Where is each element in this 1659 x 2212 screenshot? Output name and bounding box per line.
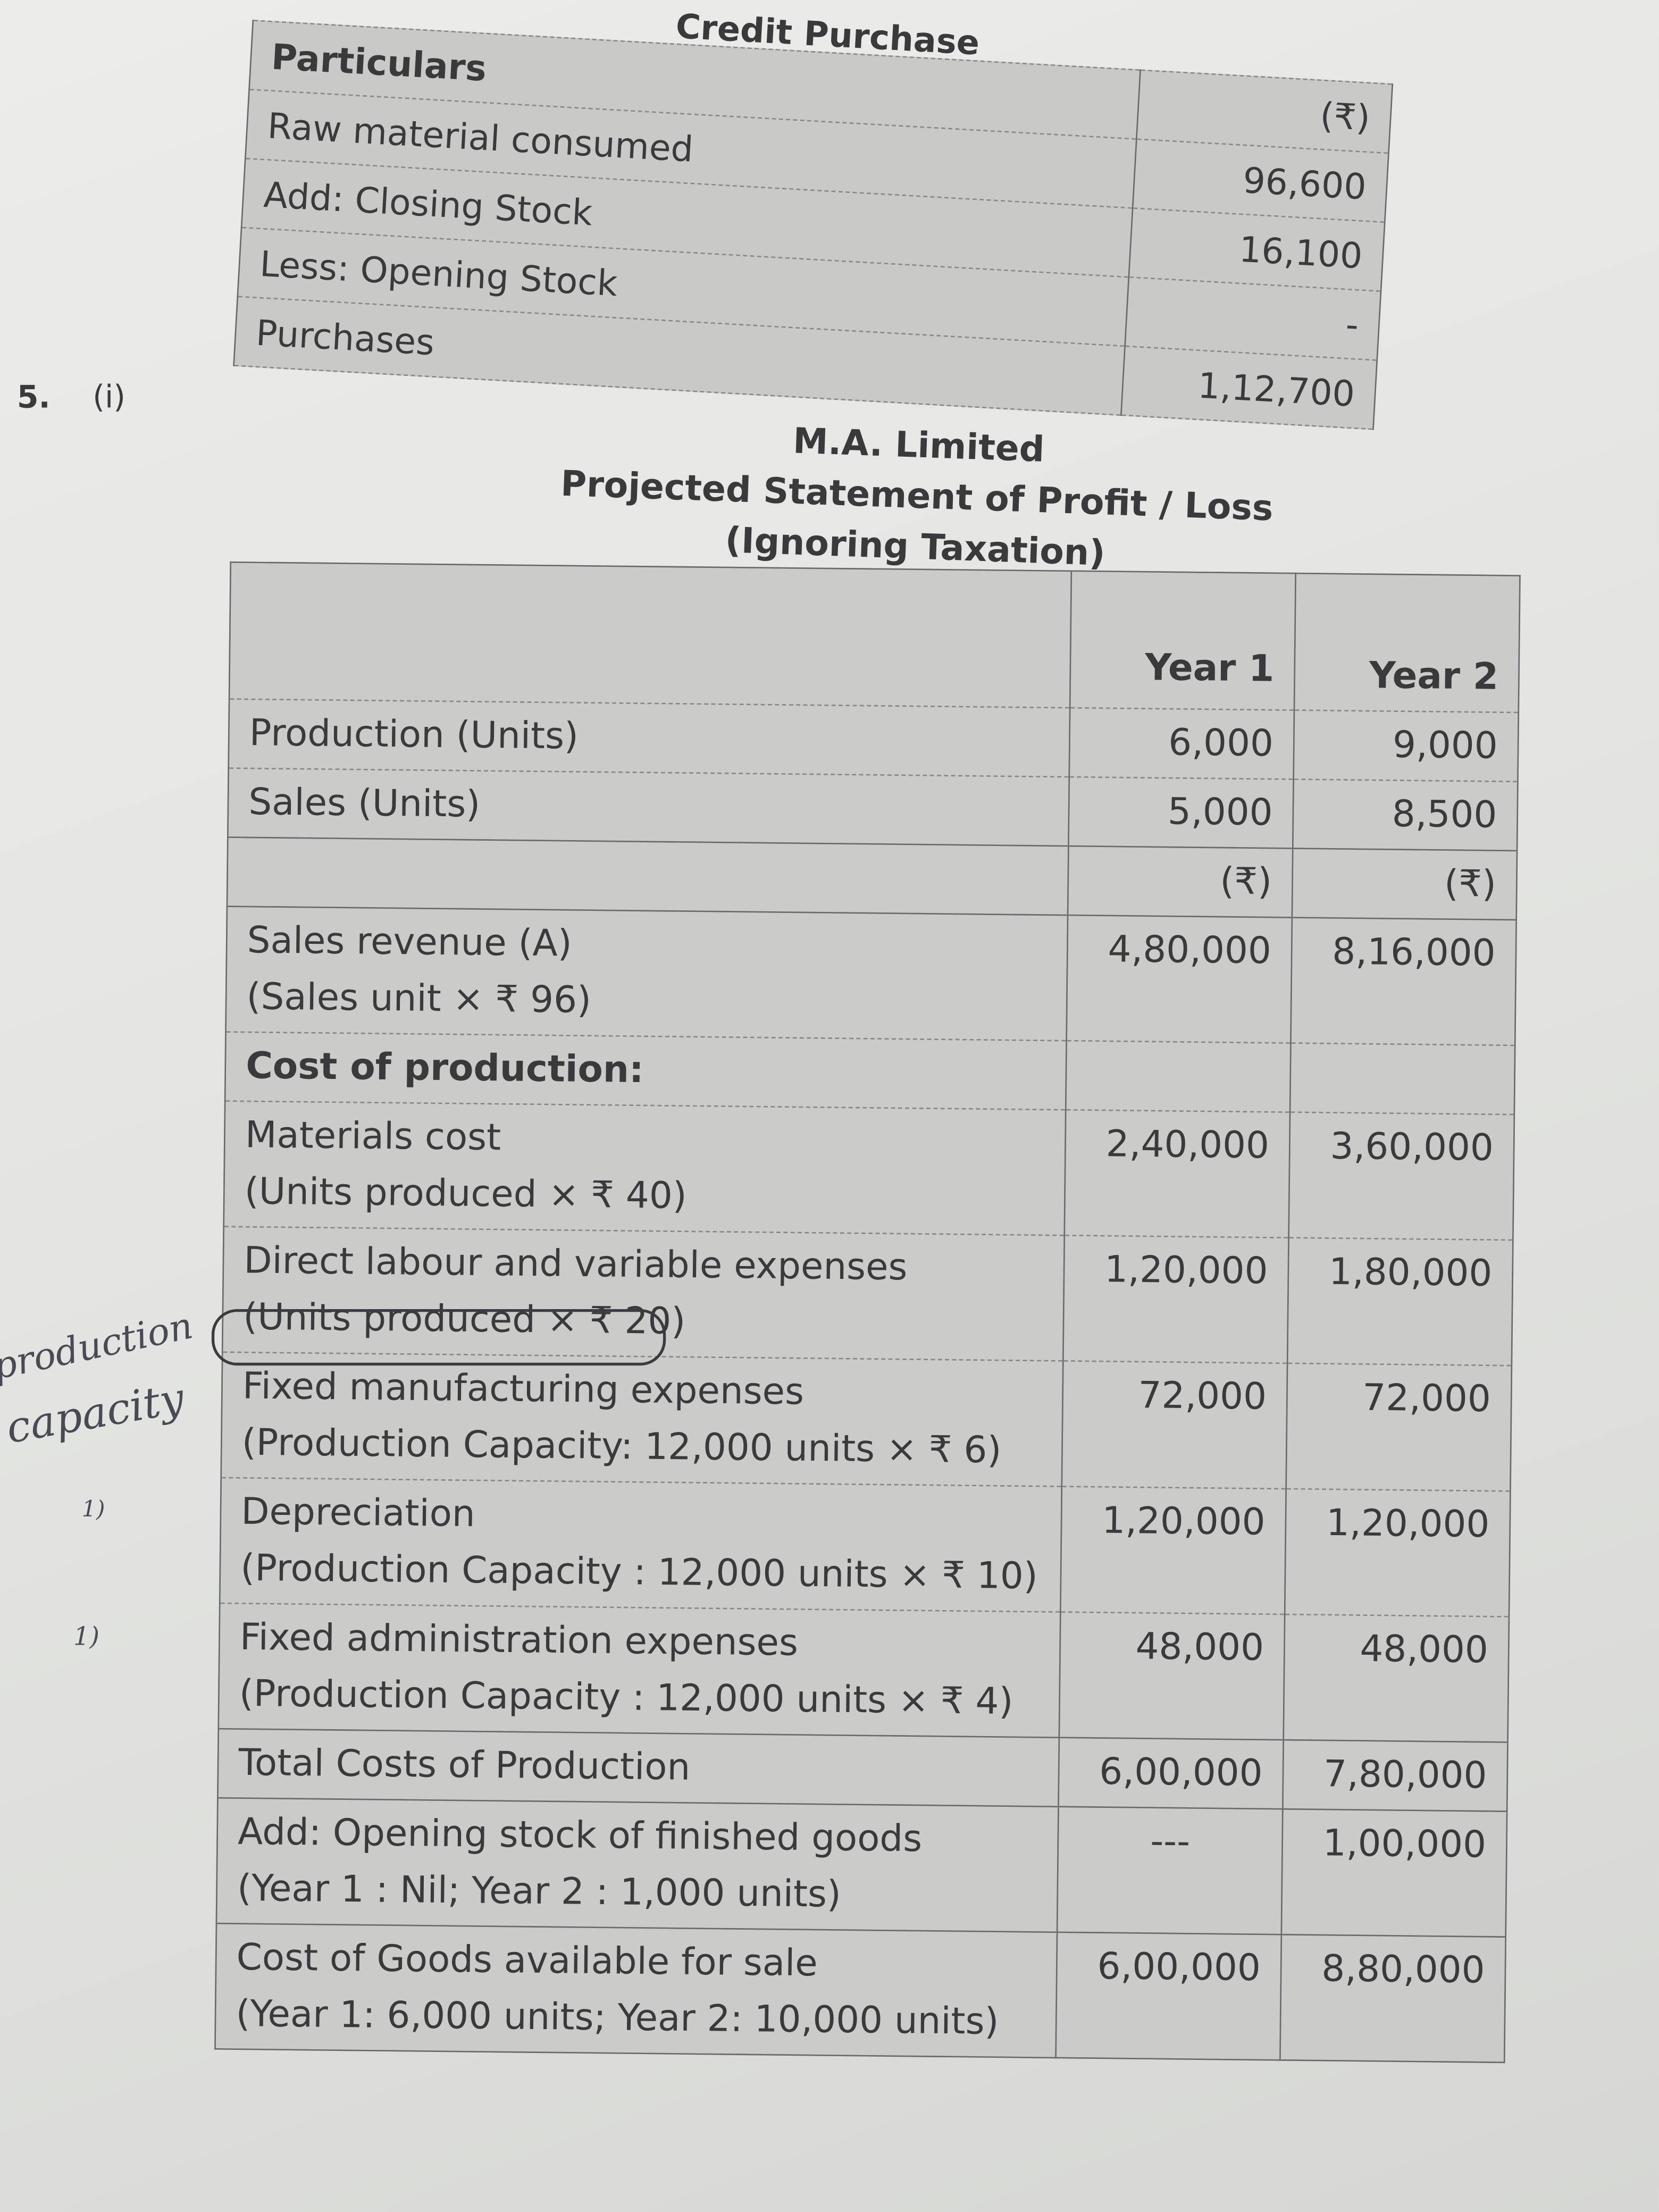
table-row: Fixed manufacturing expenses (Production … (221, 1352, 1512, 1492)
row-label-text: Materials cost (245, 1115, 501, 1160)
header-blank (229, 562, 1071, 708)
row-label-text: Depreciation (241, 1491, 476, 1536)
row-label-text: Fixed manufacturing expenses (242, 1365, 805, 1414)
row-label: Cost of Goods available for sale (Year 1:… (215, 1923, 1058, 2058)
row-label-text: Sales revenue (A) (247, 920, 573, 966)
value-year-2: 1,20,000 (1285, 1488, 1511, 1617)
table-row: Cost of Goods available for sale (Year 1:… (215, 1923, 1506, 2063)
value-year-2: 72,000 (1286, 1363, 1512, 1492)
value-year-2: 1,00,000 (1281, 1809, 1507, 1937)
header-year-2: Year 2 (1294, 573, 1520, 713)
table-row: Total Costs of Production 6,00,000 7,80,00… (217, 1729, 1508, 1812)
value-year-2: 8,80,000 (1280, 1934, 1506, 2063)
row-value: 1,12,700 (1121, 346, 1377, 430)
value-year-2: 9,000 (1293, 710, 1519, 782)
value-year-1: --- (1057, 1806, 1283, 1935)
credit-purchase-section: Credit Purchase Particulars (₹) Raw mate… (233, 0, 1395, 430)
row-label: Fixed administration expenses (Production… (218, 1603, 1061, 1738)
table-row: Fixed administration expenses (Production… (218, 1603, 1509, 1742)
value-year-1 (1066, 1041, 1291, 1112)
value-year-1: 1,20,000 (1063, 1235, 1289, 1363)
value-year-1: 5,000 (1068, 777, 1294, 849)
row-label (227, 837, 1069, 916)
handwritten-note: capacity (3, 1374, 188, 1454)
value-year-2: 8,16,000 (1291, 917, 1516, 1046)
row-label-text: Cost of production: (245, 1045, 644, 1092)
value-year-2: 48,000 (1283, 1614, 1509, 1742)
row-label-text: Direct labour and variable expenses (244, 1240, 908, 1289)
row-label-text: Cost of Goods available for sale (236, 1937, 818, 1985)
row-label: Production (Units) (228, 699, 1070, 777)
row-label: Fixed manufacturing expenses (Production … (221, 1352, 1063, 1487)
row-sublabel: (Production Capacity: 12,000 units × ₹ 6… (241, 1422, 1002, 1473)
row-label: Sales (Units) (228, 768, 1069, 847)
table-header: Year 1 Year 2 (229, 562, 1520, 713)
row-sublabel: (Year 1 : Nil; Year 2 : 1,000 units) (237, 1867, 842, 1917)
table-row: (₹) (₹) (227, 837, 1518, 920)
row-label: Total Costs of Production (217, 1729, 1059, 1807)
table-row: Sales revenue (A) (Sales unit × ₹ 96) 4,80… (225, 906, 1516, 1046)
row-sublabel: (Production Capacity : 12,000 units × ₹ … (240, 1547, 1038, 1598)
value-year-1: 72,000 (1061, 1361, 1288, 1489)
row-label: Cost of production: (225, 1032, 1067, 1110)
statement-heading: M.A. Limited Projected Statement of Prof… (520, 407, 1314, 586)
table-row: Depreciation (Production Capacity : 12,00… (220, 1477, 1511, 1617)
value-year-1: 2,40,000 (1064, 1110, 1291, 1238)
value-year-1: 6,000 (1069, 708, 1294, 780)
question-part: (i) (93, 381, 125, 416)
value-year-1: 48,000 (1059, 1612, 1285, 1740)
row-label-text: Total Costs of Production (238, 1742, 691, 1790)
question-num: 5. (16, 381, 51, 416)
table-row: Cost of production: (225, 1032, 1515, 1115)
table-row: Add: Opening stock of finished goods (Yea… (216, 1798, 1507, 1937)
row-label-text: Production (Units) (249, 713, 579, 759)
value-year-2 (1290, 1043, 1515, 1115)
handwritten-circle (211, 1309, 666, 1366)
table-row: Production (Units) 6,000 9,000 (228, 699, 1519, 782)
row-sublabel: (Production Capacity : 12,000 units × ₹ … (239, 1673, 1013, 1724)
value-year-2: 3,60,000 (1288, 1112, 1514, 1241)
header-year-1: Year 1 (1070, 571, 1296, 710)
row-label-text: Fixed administration expenses (239, 1616, 799, 1665)
row-label-text: Sales (Units) (248, 782, 481, 827)
value-year-1: 6,00,000 (1058, 1737, 1284, 1809)
value-year-2: 7,80,000 (1283, 1740, 1508, 1812)
row-label-text: Add: Opening stock of finished goods (237, 1811, 923, 1861)
credit-purchase-table: Particulars (₹) Raw material consumed 96,… (233, 20, 1394, 430)
row-sublabel: (Sales unit × ₹ 96) (246, 976, 592, 1023)
row-label: Materials cost (Units produced × ₹ 40) (223, 1101, 1066, 1236)
handwritten-mark: 1) (73, 1622, 99, 1652)
row-label: Sales revenue (A) (Sales unit × ₹ 96) (225, 906, 1068, 1041)
row-sublabel: (Units produced × ₹ 40) (244, 1171, 688, 1218)
table-row: Sales (Units) 5,000 8,500 (228, 768, 1518, 851)
row-label: Depreciation (Production Capacity : 12,00… (220, 1477, 1062, 1612)
value-year-1: 6,00,000 (1055, 1932, 1281, 2060)
question-number: 5. (i) (17, 381, 125, 416)
handwritten-mark: 1) (81, 1495, 105, 1522)
value-year-2: 8,500 (1293, 779, 1518, 851)
value-year-2: (₹) (1292, 848, 1518, 920)
value-year-1: 4,80,000 (1066, 915, 1292, 1043)
row-label: Add: Opening stock of finished goods (Yea… (216, 1798, 1059, 1932)
table-row: Materials cost (Units produced × ₹ 40) 2,4… (223, 1101, 1514, 1241)
row-label-text (248, 844, 1048, 852)
value-year-1: 1,20,000 (1060, 1486, 1286, 1615)
row-sublabel: (Year 1: 6,000 units; Year 2: 10,000 uni… (236, 1993, 999, 2044)
value-year-2: 1,80,000 (1287, 1237, 1513, 1366)
value-year-1: (₹) (1068, 846, 1293, 918)
